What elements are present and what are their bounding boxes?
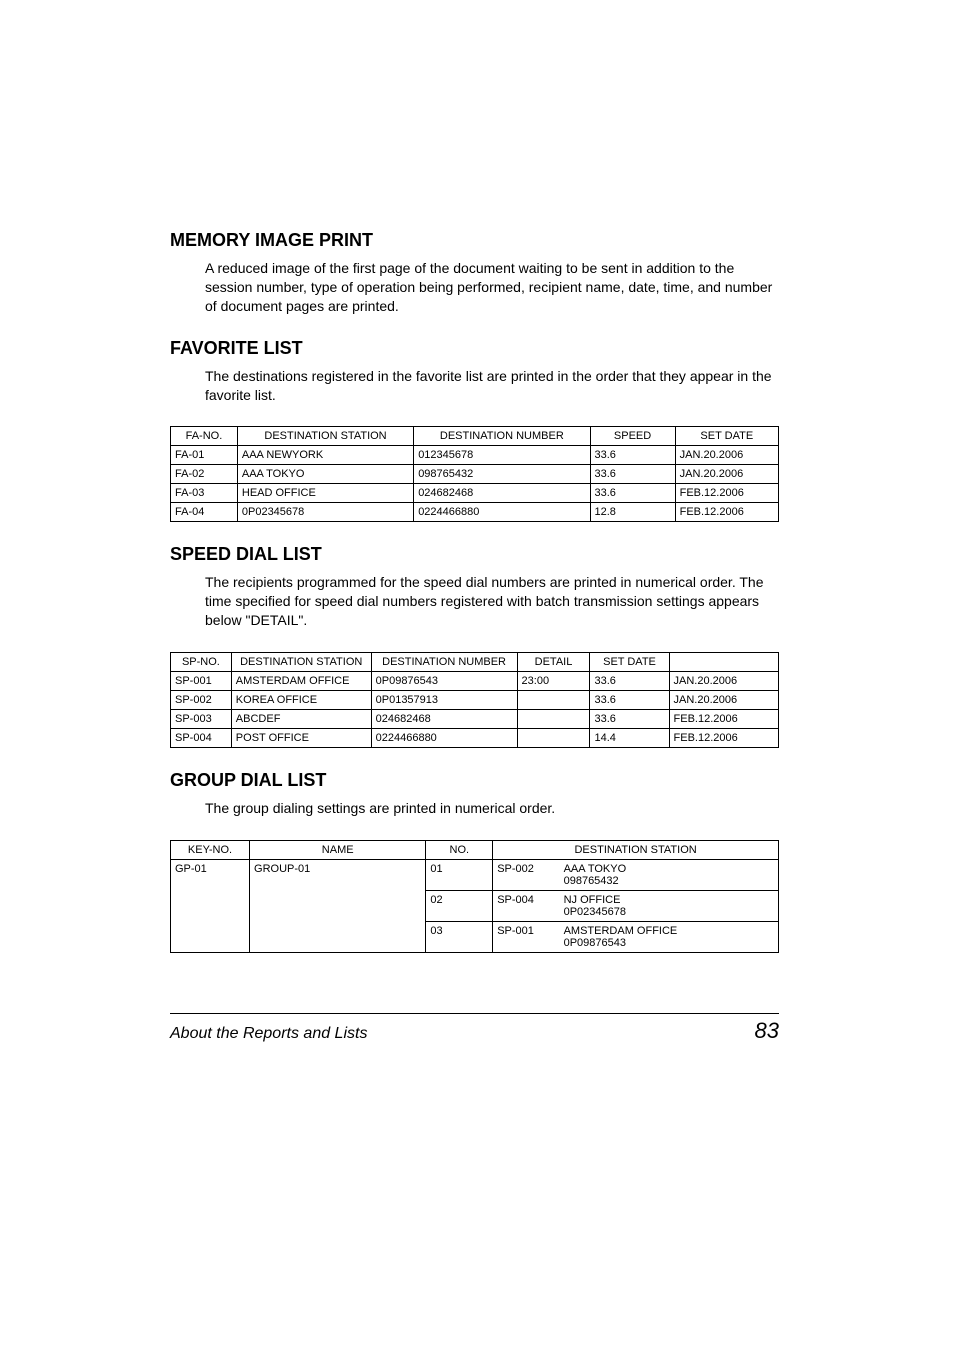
table-header-cell: NO. [426,841,493,860]
table-cell: SP-004 [171,729,232,748]
table-header-cell: DESTINATION STATION [493,841,779,860]
table-group: KEY-NO.NAMENO.DESTINATION STATIONGP-01GR… [170,840,779,953]
table-cell: AAA NEWYORK [237,446,413,465]
table-cell: ABCDEF [231,710,371,729]
table-cell: 02 [426,891,493,922]
table-cell [517,691,590,710]
table-header-cell: SPEED [590,427,675,446]
table-cell: 024682468 [414,484,590,503]
table-cell: FA-04 [171,503,238,522]
table-cell: SP-004 [493,891,560,922]
table-cell: FEB.12.2006 [669,710,778,729]
table-row: SP-002KOREA OFFICE0P01357913 33.6JAN.20.2… [171,691,779,710]
table-header-cell: SET DATE [675,427,778,446]
page-content: MEMORY IMAGE PRINT A reduced image of th… [0,0,954,1104]
heading-speed: SPEED DIAL LIST [170,544,779,565]
table-cell: 33.6 [590,710,669,729]
table-cell: JAN.20.2006 [675,446,778,465]
table-cell: JAN.20.2006 [675,465,778,484]
section-memory: MEMORY IMAGE PRINT A reduced image of th… [170,230,779,316]
table-row: SP-004POST OFFICE0224466880 14.4FEB.12.20… [171,729,779,748]
table-cell: FA-03 [171,484,238,503]
table-cell: SP-002 [493,860,560,891]
table-header-cell: DETAIL [517,653,590,672]
table-header-cell [669,653,778,672]
table-cell: 0224466880 [414,503,590,522]
table-cell: 098765432 [414,465,590,484]
table-cell: 33.6 [590,484,675,503]
section-group: GROUP DIAL LIST The group dialing settin… [170,770,779,953]
table-cell: FEB.12.2006 [675,484,778,503]
heading-group: GROUP DIAL LIST [170,770,779,791]
table-cell: 33.6 [590,465,675,484]
heading-favorite: FAVORITE LIST [170,338,779,359]
table-cell: GROUP-01 [250,860,426,953]
table-cell: 0P09876543 [371,672,517,691]
table-cell: SP-001 [493,922,560,953]
table-cell: AAA TOKYO [237,465,413,484]
table-header-cell: DESTINATION STATION [231,653,371,672]
table-cell: 14.4 [590,729,669,748]
table-cell: NJ OFFICE0P02345678 [560,891,779,922]
table-cell: SP-003 [171,710,232,729]
table-cell: FEB.12.2006 [675,503,778,522]
table-cell: SP-001 [171,672,232,691]
table-header-cell: SET DATE [590,653,669,672]
table-cell [517,710,590,729]
body-speed: The recipients programmed for the speed … [205,573,779,630]
table-cell: HEAD OFFICE [237,484,413,503]
table-cell: AMSTERDAM OFFICE0P09876543 [560,922,779,953]
table-header-cell: NAME [250,841,426,860]
table-cell: 0P02345678 [237,503,413,522]
table-cell: GP-01 [171,860,250,953]
table-cell: POST OFFICE [231,729,371,748]
section-favorite: FAVORITE LIST The destinations registere… [170,338,779,523]
body-memory: A reduced image of the first page of the… [205,259,779,316]
table-row: SP-003ABCDEF024682468 33.6FEB.12.2006 [171,710,779,729]
table-cell [517,729,590,748]
table-favorite: FA-NO.DESTINATION STATIONDESTINATION NUM… [170,426,779,522]
table-cell: 0P01357913 [371,691,517,710]
section-speed: SPEED DIAL LIST The recipients programme… [170,544,779,748]
table-cell: 33.6 [590,446,675,465]
table-header-cell: FA-NO. [171,427,238,446]
table-cell: 12.8 [590,503,675,522]
table-cell: JAN.20.2006 [669,691,778,710]
table-cell: FA-01 [171,446,238,465]
table-speed: SP-NO.DESTINATION STATIONDESTINATION NUM… [170,652,779,748]
table-cell: AAA TOKYO098765432 [560,860,779,891]
table-row: FA-01AAA NEWYORK01234567833.6JAN.20.2006 [171,446,779,465]
table-cell: 23:00 [517,672,590,691]
table-cell: FEB.12.2006 [669,729,778,748]
table-cell: 33.6 [590,672,669,691]
table-header-cell: DESTINATION STATION [237,427,413,446]
table-row: SP-001AMSTERDAM OFFICE0P0987654323:0033.… [171,672,779,691]
table-cell: 0224466880 [371,729,517,748]
table-cell: FA-02 [171,465,238,484]
table-row: FA-040P02345678022446688012.8FEB.12.2006 [171,503,779,522]
table-cell: SP-002 [171,691,232,710]
body-favorite: The destinations registered in the favor… [205,367,779,405]
page-footer: About the Reports and Lists 83 [170,1013,779,1044]
table-row: FA-02AAA TOKYO09876543233.6JAN.20.2006 [171,465,779,484]
table-header-cell: SP-NO. [171,653,232,672]
table-row: GP-01GROUP-0101SP-002AAA TOKYO098765432 [171,860,779,891]
table-cell: 012345678 [414,446,590,465]
heading-memory: MEMORY IMAGE PRINT [170,230,779,251]
table-header-cell: DESTINATION NUMBER [414,427,590,446]
footer-title: About the Reports and Lists [170,1025,367,1043]
table-row: FA-03HEAD OFFICE02468246833.6FEB.12.2006 [171,484,779,503]
table-header-cell: DESTINATION NUMBER [371,653,517,672]
table-cell: 03 [426,922,493,953]
table-cell: AMSTERDAM OFFICE [231,672,371,691]
table-cell: JAN.20.2006 [669,672,778,691]
table-cell: 01 [426,860,493,891]
table-header-cell: KEY-NO. [171,841,250,860]
body-group: The group dialing settings are printed i… [205,799,779,818]
table-cell: KOREA OFFICE [231,691,371,710]
table-cell: 33.6 [590,691,669,710]
footer-page-number: 83 [755,1018,779,1044]
table-cell: 024682468 [371,710,517,729]
